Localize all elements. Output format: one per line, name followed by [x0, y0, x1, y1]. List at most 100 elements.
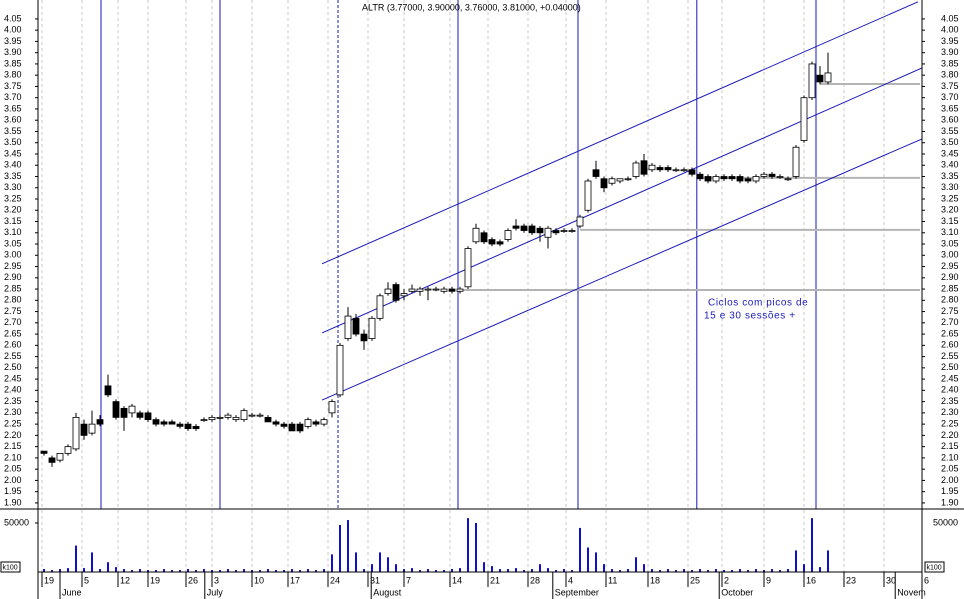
- candle-body: [568, 230, 576, 232]
- y-tick-label: 3.40: [4, 160, 22, 170]
- month-label: September: [555, 587, 599, 597]
- y-tick-label-right: 2.15: [941, 441, 959, 451]
- y-tick-label-right: 3.15: [941, 216, 959, 226]
- y-tick-label-right: 2.25: [941, 419, 959, 429]
- y-tick-label-right: 2.60: [941, 340, 959, 350]
- y-tick-label-right: 2.65: [941, 328, 959, 338]
- y-tick-label: 3.75: [4, 81, 22, 91]
- y-tick-label-right: 2.10: [941, 452, 959, 462]
- volume-unit-box: [0, 561, 21, 573]
- y-tick-label: 2.45: [4, 373, 22, 383]
- candle-body: [712, 176, 720, 182]
- candle-body: [360, 333, 368, 342]
- x-tick-label: 19: [150, 575, 160, 585]
- y-tick-label-right: 2.50: [941, 362, 959, 372]
- candle-body: [592, 169, 600, 177]
- x-tick-label: 31: [370, 575, 380, 585]
- candle-body: [392, 284, 400, 301]
- candle-body: [136, 412, 144, 418]
- y-tick-label: 2.90: [4, 272, 22, 282]
- y-tick-label: 2.80: [4, 295, 22, 305]
- y-tick-label-right: 2.35: [941, 396, 959, 406]
- y-tick-label-right: 3.45: [941, 148, 959, 158]
- y-tick-label-right: 1.90: [941, 497, 959, 507]
- candle-body: [560, 230, 568, 232]
- candle-body: [376, 295, 384, 319]
- candle-body: [216, 416, 224, 419]
- y-tick-label: 3.55: [4, 126, 22, 136]
- y-tick-label-right: 3.60: [941, 115, 959, 125]
- candle-body: [440, 288, 448, 292]
- y-tick-label-right: 3.50: [941, 137, 959, 147]
- x-tick-label: 14: [452, 575, 462, 585]
- y-tick-label: 4.05: [4, 13, 22, 23]
- candle-body: [192, 425, 200, 430]
- candle-body: [488, 239, 496, 245]
- candle-body: [40, 450, 48, 454]
- volume-tick-label: 50000: [4, 517, 29, 527]
- y-tick-label: 3.95: [4, 36, 22, 46]
- x-tick-label: 12: [120, 575, 130, 585]
- candle-body: [632, 162, 640, 177]
- y-tick-label: 3.65: [4, 103, 22, 113]
- candle-body: [448, 288, 456, 292]
- candle-body: [304, 419, 312, 427]
- candle-body: [264, 416, 272, 423]
- candle-body: [424, 288, 432, 291]
- candle-body: [288, 423, 296, 432]
- candle-body: [528, 225, 536, 234]
- candle-body: [544, 227, 552, 238]
- candle-body: [232, 416, 240, 421]
- candle-body: [168, 421, 176, 425]
- y-tick-label-right: 3.25: [941, 193, 959, 203]
- y-tick-label: 2.95: [4, 261, 22, 271]
- month-label: June: [62, 587, 82, 597]
- x-tick-label: 2: [724, 575, 729, 585]
- x-tick-label: 16: [806, 575, 816, 585]
- candle-body: [64, 446, 72, 454]
- x-tick-label: 23: [846, 575, 856, 585]
- y-tick-label-right: 4.00: [941, 25, 959, 35]
- y-tick-label: 3.85: [4, 58, 22, 68]
- y-tick-label: 1.95: [4, 486, 22, 496]
- candle-body: [776, 176, 784, 178]
- candle-body: [576, 216, 584, 227]
- y-tick-label: 4.00: [4, 25, 22, 35]
- x-tick-label: 6: [924, 575, 929, 585]
- candle-body: [728, 176, 736, 180]
- y-tick-label: 2.50: [4, 362, 22, 372]
- candle-body: [600, 178, 608, 189]
- grid-layer: [41, 0, 923, 572]
- y-tick-label-right: 2.70: [941, 317, 959, 327]
- volume-unit: k100: [3, 564, 18, 571]
- y-tick-label: 3.10: [4, 227, 22, 237]
- y-tick-label-right: 1.95: [941, 486, 959, 496]
- y-tick-label: 3.90: [4, 47, 22, 57]
- y-tick-label-right: 3.10: [941, 227, 959, 237]
- y-tick-label-right: 3.80: [941, 70, 959, 80]
- candle-body: [608, 178, 616, 184]
- candle-body: [408, 288, 416, 292]
- x-tick-label: 21: [490, 575, 500, 585]
- candle-body: [296, 423, 304, 432]
- month-label: August: [373, 587, 402, 597]
- candle-body: [200, 419, 208, 422]
- candle-body: [688, 169, 696, 175]
- y-tick-label: 2.25: [4, 419, 22, 429]
- candle-body: [432, 288, 440, 291]
- x-tick-label: 11: [608, 575, 617, 585]
- candle-body: [224, 414, 232, 418]
- candle-body: [504, 230, 512, 240]
- candle-body: [336, 344, 344, 396]
- y-tick-label-right: 2.20: [941, 430, 959, 440]
- y-tick-label-right: 2.55: [941, 351, 959, 361]
- marks-layer: [40, 52, 832, 572]
- y-tick-label-right: 2.85: [941, 283, 959, 293]
- candle-body: [400, 293, 408, 297]
- candle-body: [368, 317, 376, 339]
- candle-body: [88, 423, 96, 434]
- y-tick-label-right: 3.90: [941, 47, 959, 57]
- candle-body: [128, 405, 136, 414]
- candle-body: [456, 288, 464, 292]
